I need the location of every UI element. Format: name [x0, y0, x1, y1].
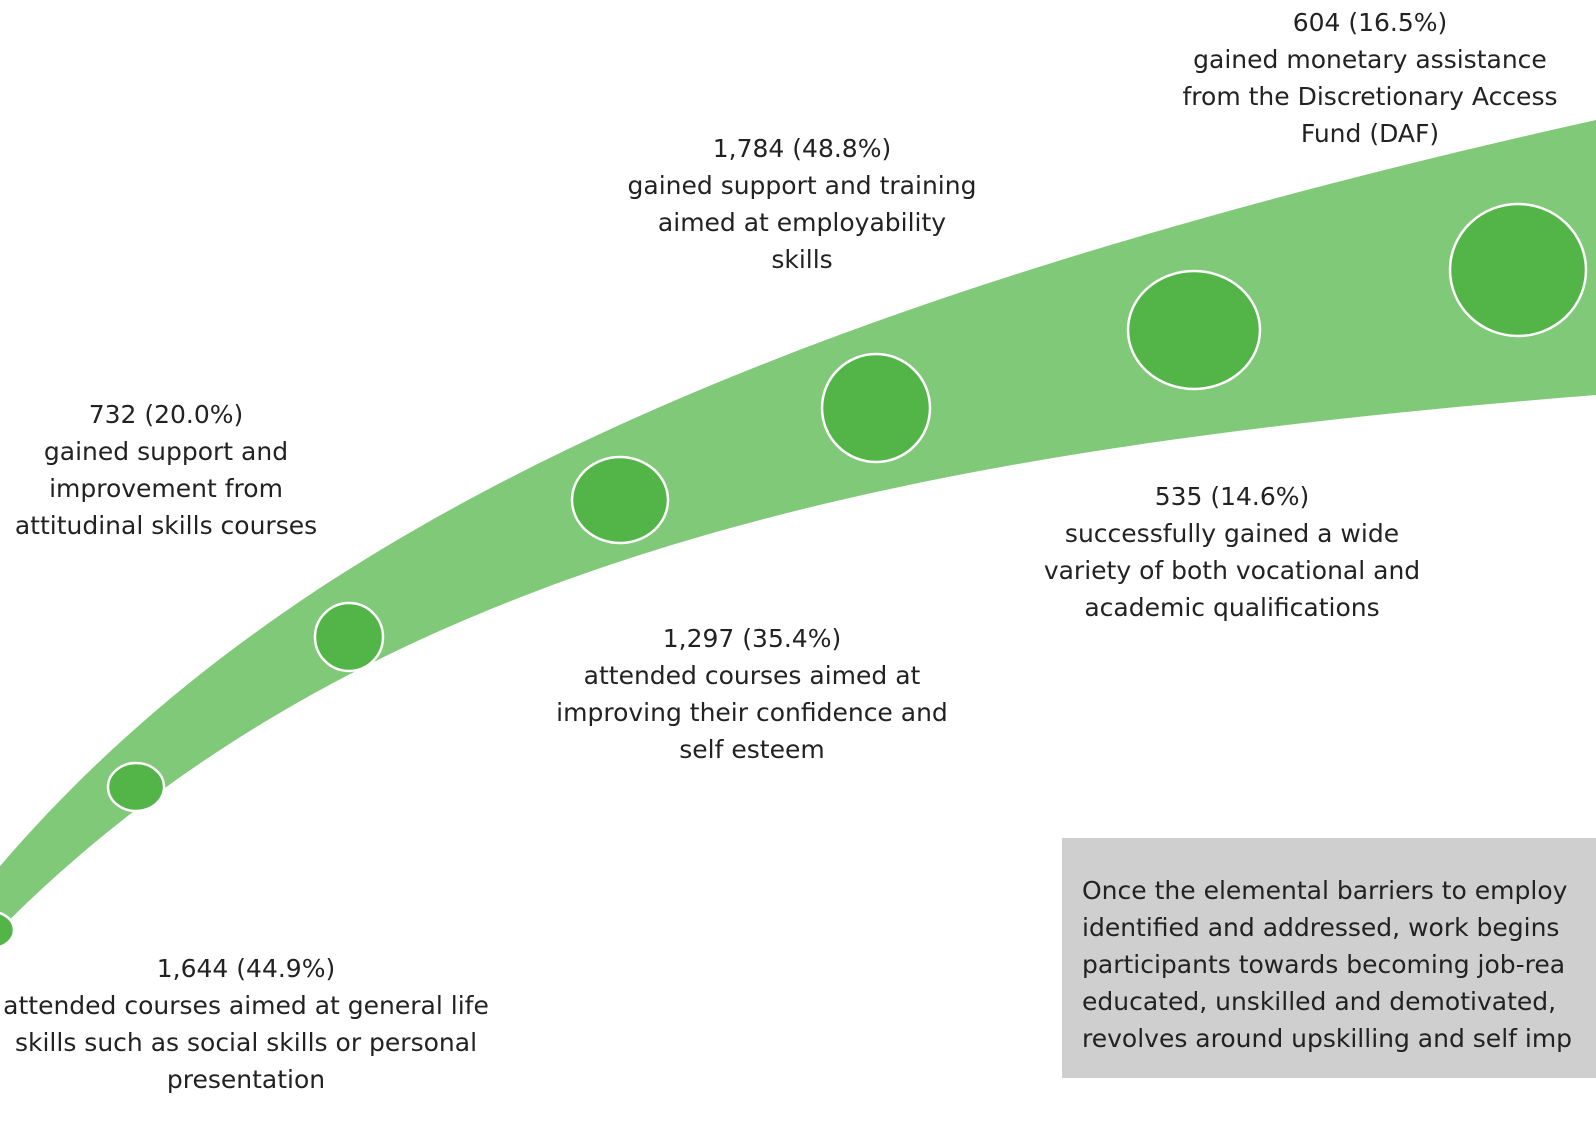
milestone-dot-3	[313, 601, 385, 673]
milestone-desc-line: aimed at employability	[657, 208, 947, 237]
milestone-dots	[0, 202, 1588, 949]
milestone-desc-line: gained monetary assistance	[1193, 45, 1547, 74]
note-line: identified and addressed, work begins	[1082, 913, 1560, 942]
milestone-desc-line: attended courses aimed at	[583, 661, 921, 690]
note-line: participants towards becoming job-rea	[1082, 950, 1566, 979]
milestone-desc-line: improving their confidence and	[556, 698, 948, 727]
milestone-stat: 732 (20.0%)	[88, 400, 244, 429]
milestone-label-daf: 604 (16.5%) gained monetary assistance f…	[1176, 4, 1564, 152]
milestone-stat: 1,644 (44.9%)	[156, 954, 336, 983]
milestone-stat: 1,784 (48.8%)	[712, 134, 892, 163]
milestone-dot-1	[0, 911, 16, 949]
milestone-dot-7	[1448, 202, 1588, 338]
milestone-desc-line: academic qualifications	[1084, 593, 1380, 622]
milestone-desc-line: Fund (DAF)	[1300, 119, 1440, 148]
milestone-stat: 1,297 (35.4%)	[662, 624, 842, 653]
milestone-dot-4	[570, 455, 670, 545]
milestone-label-qualifications: 535 (14.6%) successfully gained a wide v…	[1036, 478, 1428, 626]
milestone-dot-2	[106, 761, 166, 813]
milestone-label-confidence: 1,297 (35.4%) attended courses aimed at …	[548, 620, 956, 768]
milestone-dot-6	[1126, 269, 1262, 391]
summary-note-box: Once the elemental barriers to employ id…	[1062, 838, 1596, 1078]
note-line: Once the elemental barriers to employ	[1082, 876, 1568, 905]
milestone-desc-line: self esteem	[679, 735, 825, 764]
milestone-desc-line: gained support and	[43, 437, 289, 466]
milestone-dot-5	[820, 352, 932, 464]
milestone-desc-line: gained support and training	[627, 171, 977, 200]
milestone-desc-line: improvement from	[49, 474, 283, 503]
milestone-desc-line: from the Discretionary Access	[1182, 82, 1558, 111]
milestone-desc-line: skills such as social skills or personal	[14, 1028, 478, 1057]
milestone-stat: 535 (14.6%)	[1154, 482, 1310, 511]
milestone-label-life-skills: 1,644 (44.9%) attended courses aimed at …	[0, 950, 492, 1098]
milestone-desc-line: variety of both vocational and	[1043, 556, 1421, 585]
milestone-desc-line: presentation	[166, 1065, 326, 1094]
note-line: revolves around upskilling and self imp	[1082, 1024, 1573, 1053]
milestone-label-attitudinal: 732 (20.0%) gained support and improveme…	[10, 396, 322, 544]
milestone-desc-line: skills	[771, 245, 833, 274]
milestone-desc-line: attended courses aimed at general life	[3, 991, 489, 1020]
milestone-desc-line: attitudinal skills courses	[14, 511, 318, 540]
milestone-desc-line: successfully gained a wide	[1064, 519, 1400, 548]
milestone-stat: 604 (16.5%)	[1292, 8, 1448, 37]
milestone-label-employability: 1,784 (48.8%) gained support and trainin…	[618, 130, 986, 278]
note-line: educated, unskilled and demotivated,	[1082, 987, 1557, 1016]
